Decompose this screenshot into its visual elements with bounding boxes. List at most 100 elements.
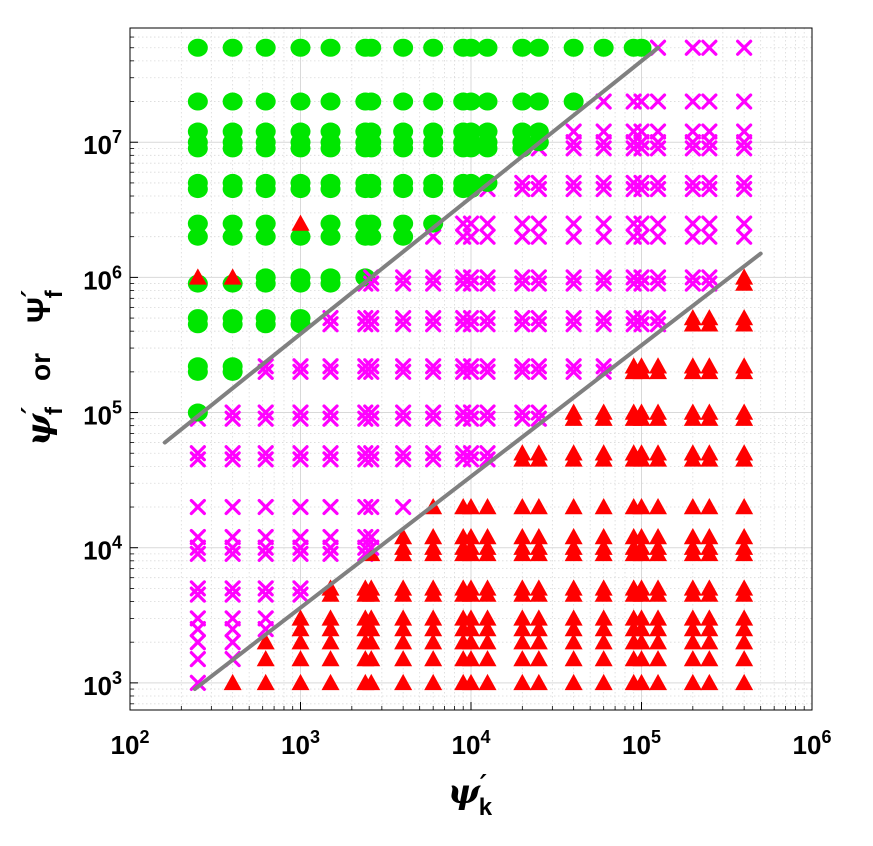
data-point-cross [633,309,650,327]
data-point-cross [462,275,480,292]
data-point-cross [425,404,442,421]
data-point-cross [514,316,531,333]
data-point-triangle [683,633,702,650]
data-point-triangle [594,609,613,626]
x-tick-label: 105 [622,727,661,760]
y-tick-label: 104 [83,533,122,566]
data-point-cross [649,269,667,286]
data-point-cross [224,528,241,546]
data-point-cross [633,275,650,292]
data-point-circle [255,122,276,141]
boundary-lines [162,45,763,692]
data-point-circle [320,227,341,246]
data-point-triangle [513,673,532,691]
data-point-circle [361,122,382,141]
tick-labels: 102 103 104 105 106 103 104 105 106 107 [83,127,831,760]
y-tick-label: 103 [83,668,122,701]
data-point-triangle [700,528,719,545]
data-point-triangle [478,579,497,596]
data-point-triangle [632,650,651,667]
data-point-cross [425,358,442,375]
data-point-cross [633,93,650,110]
data-point-cross [224,410,241,427]
data-point-circle [461,122,481,141]
data-point-triangle [700,403,719,420]
data-point-triangle [649,403,668,420]
data-point-cross [189,586,206,603]
data-point-cross [479,275,496,292]
data-point-circle [320,268,341,287]
data-point-cross [736,174,753,192]
data-point-triangle [424,579,443,596]
data-point-cross [292,545,309,562]
data-point-circle [320,173,341,192]
data-point-circle [320,38,341,57]
data-point-cross [479,316,496,333]
data-point-triangle [649,620,668,637]
data-point-cross [462,316,480,333]
data-point-cross [736,93,753,110]
data-point-triangle [362,650,381,667]
data-point-circle [477,38,498,57]
data-point-cross [701,180,718,198]
data-point-cross [649,275,667,292]
data-point-circle [222,38,243,57]
data-point-circle [187,173,208,192]
data-markers [187,38,754,691]
data-point-triangle [513,528,532,545]
data-point-cross [514,309,531,327]
data-point-cross [292,451,309,468]
data-point-triangle [424,620,443,637]
data-point-circle [320,122,341,141]
data-point-cross [322,445,339,462]
data-point-cross [701,228,718,245]
data-point-triangle [513,444,532,461]
data-point-triangle [564,538,583,555]
data-point-cross [684,215,701,232]
data-point-triangle [362,579,381,596]
data-point-circle [290,173,311,192]
data-point-cross [514,269,531,286]
data-point-cross [514,180,531,198]
data-point-triangle [321,650,340,667]
data-point-triangle [700,538,719,555]
data-point-circle [361,173,382,192]
data-point-cross [224,404,241,421]
data-point-triangle [394,673,413,691]
data-point-cross [479,358,496,375]
data-point-circle [563,38,584,57]
data-point-cross [292,586,309,603]
data-point-triangle [424,650,443,667]
y-tick-label: 105 [83,398,122,431]
data-point-cross [322,316,339,333]
data-point-triangle [683,444,702,461]
data-point-circle [361,92,382,111]
data-point-cross [322,528,339,546]
data-point-triangle [649,673,668,691]
data-point-triangle [594,528,613,545]
data-point-cross [530,358,547,375]
data-point-circle [393,122,414,141]
data-point-cross [649,309,667,327]
data-point-cross [292,580,309,597]
data-point-cross [530,228,547,245]
data-point-circle [187,403,208,422]
data-point-cross [514,358,531,375]
data-point-triangle [291,650,310,667]
data-point-cross [530,174,547,192]
data-point-cross [595,309,612,327]
data-point-circle [461,38,481,57]
data-point-cross [189,451,206,468]
data-point-cross [425,275,442,292]
data-point-triangle [700,673,719,691]
data-point-triangle [649,498,668,515]
data-point-triangle [632,579,651,596]
data-point-triangle [735,650,754,667]
data-point-triangle [564,498,583,515]
data-point-triangle [683,357,702,374]
data-point-cross [292,445,309,462]
data-point-circle [255,92,276,111]
data-point-triangle [632,444,651,461]
data-point-cross [189,445,206,462]
data-point-cross [595,269,612,286]
